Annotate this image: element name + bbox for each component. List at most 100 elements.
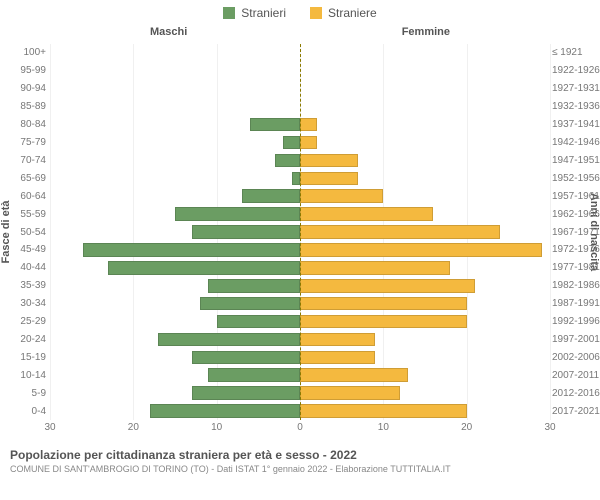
- female-half: [300, 297, 550, 311]
- age-band-label: 5-9: [8, 388, 46, 399]
- female-bar: [300, 404, 467, 418]
- female-half: [300, 207, 550, 221]
- caption-subtitle: COMUNE DI SANT'AMBROGIO DI TORINO (TO) -…: [10, 464, 590, 474]
- male-bar: [192, 386, 300, 400]
- male-bar: [200, 297, 300, 311]
- male-half: [50, 189, 300, 203]
- female-bar: [300, 172, 358, 186]
- male-half: [50, 46, 300, 60]
- birth-year-label: 1932-1936: [552, 101, 600, 112]
- age-band-label: 50-54: [8, 227, 46, 238]
- birth-year-label: 1962-1966: [552, 209, 600, 220]
- female-half: [300, 118, 550, 132]
- x-tick: 20: [128, 422, 139, 433]
- grid-line: [550, 44, 551, 420]
- female-half: [300, 82, 550, 96]
- age-band-label: 95-99: [8, 65, 46, 76]
- male-half: [50, 82, 300, 96]
- male-half: [50, 225, 300, 239]
- male-half: [50, 261, 300, 275]
- female-bar: [300, 136, 317, 150]
- legend-swatch-female: [310, 7, 322, 19]
- male-half: [50, 297, 300, 311]
- female-bar: [300, 333, 375, 347]
- female-half: [300, 46, 550, 60]
- male-half: [50, 368, 300, 382]
- age-band-label: 35-39: [8, 280, 46, 291]
- female-bar: [300, 351, 375, 365]
- female-half: [300, 333, 550, 347]
- birth-year-label: 1947-1951: [552, 155, 600, 166]
- male-bar: [283, 136, 300, 150]
- legend-label-female: Straniere: [328, 6, 377, 20]
- female-bar: [300, 225, 500, 239]
- birth-year-label: 1987-1991: [552, 298, 600, 309]
- birth-year-label: 2002-2006: [552, 352, 600, 363]
- male-bar: [192, 225, 300, 239]
- age-band-label: 15-19: [8, 352, 46, 363]
- x-tick: 0: [297, 422, 303, 433]
- female-half: [300, 386, 550, 400]
- age-band-label: 60-64: [8, 191, 46, 202]
- age-band-label: 25-29: [8, 316, 46, 327]
- legend-item-female: Straniere: [310, 6, 377, 20]
- x-tick: 30: [44, 422, 55, 433]
- birth-year-label: 2017-2021: [552, 406, 600, 417]
- female-half: [300, 136, 550, 150]
- male-bar: [175, 207, 300, 221]
- male-bar: [150, 404, 300, 418]
- male-half: [50, 333, 300, 347]
- birth-year-label: 1927-1931: [552, 83, 600, 94]
- age-band-label: 80-84: [8, 119, 46, 130]
- female-half: [300, 189, 550, 203]
- male-half: [50, 100, 300, 114]
- female-half: [300, 100, 550, 114]
- male-half: [50, 64, 300, 78]
- female-half: [300, 261, 550, 275]
- female-bar: [300, 261, 450, 275]
- age-band-label: 75-79: [8, 137, 46, 148]
- age-band-label: 85-89: [8, 101, 46, 112]
- x-axis: 3020100102030: [50, 422, 550, 438]
- birth-year-label: 1997-2001: [552, 334, 600, 345]
- male-half: [50, 207, 300, 221]
- male-half: [50, 351, 300, 365]
- caption-title: Popolazione per cittadinanza straniera p…: [10, 448, 590, 462]
- birth-year-label: 1937-1941: [552, 119, 600, 130]
- birth-year-label: 1957-1961: [552, 191, 600, 202]
- age-band-label: 10-14: [8, 370, 46, 381]
- male-bar: [275, 154, 300, 168]
- male-half: [50, 243, 300, 257]
- female-bar: [300, 207, 433, 221]
- male-bar: [192, 351, 300, 365]
- birth-year-label: 1952-1956: [552, 173, 600, 184]
- female-bar: [300, 189, 383, 203]
- birth-year-label: 1942-1946: [552, 137, 600, 148]
- female-half: [300, 64, 550, 78]
- male-half: [50, 386, 300, 400]
- birth-year-label: 1982-1986: [552, 280, 600, 291]
- x-tick: 20: [461, 422, 472, 433]
- birth-year-label: 1922-1926: [552, 65, 600, 76]
- age-band-label: 55-59: [8, 209, 46, 220]
- birth-year-label: 2012-2016: [552, 388, 600, 399]
- section-label-male: Maschi: [150, 26, 187, 38]
- age-band-label: 20-24: [8, 334, 46, 345]
- female-bar: [300, 243, 542, 257]
- male-half: [50, 118, 300, 132]
- legend: Stranieri Straniere: [0, 0, 600, 22]
- legend-label-male: Stranieri: [241, 6, 286, 20]
- age-band-label: 45-49: [8, 244, 46, 255]
- center-line: [300, 44, 301, 420]
- male-bar: [108, 261, 300, 275]
- female-half: [300, 225, 550, 239]
- birth-year-label: 1972-1976: [552, 244, 600, 255]
- male-half: [50, 172, 300, 186]
- male-bar: [208, 368, 300, 382]
- male-bar: [217, 315, 300, 329]
- male-half: [50, 154, 300, 168]
- female-half: [300, 404, 550, 418]
- female-half: [300, 351, 550, 365]
- male-half: [50, 279, 300, 293]
- female-half: [300, 279, 550, 293]
